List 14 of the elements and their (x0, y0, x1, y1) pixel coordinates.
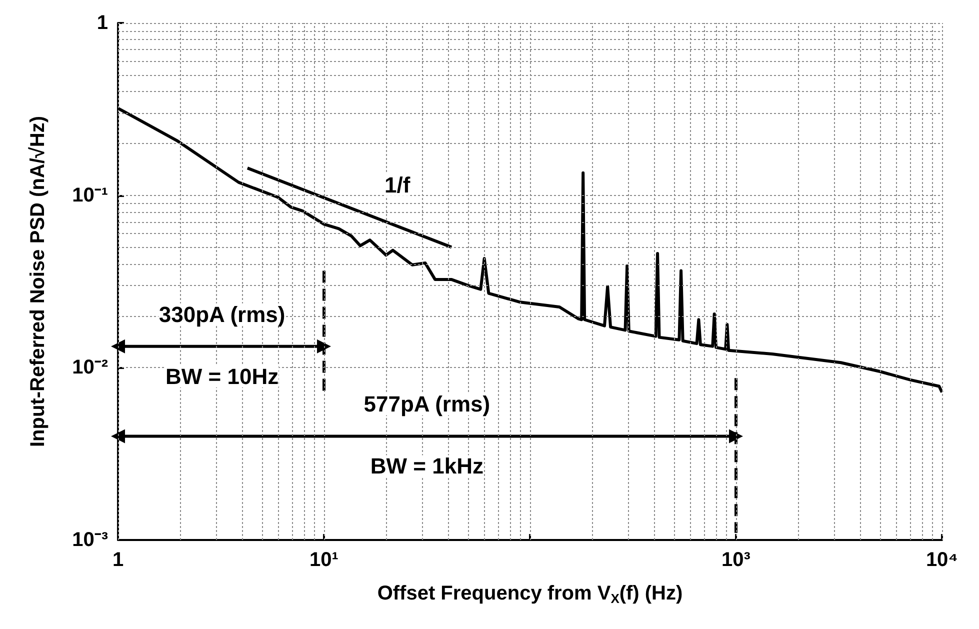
annotation: BW = 1kHz (370, 454, 484, 479)
annotation: 330pA (rms) (158, 302, 286, 327)
annotation: 1/f (384, 172, 411, 198)
x-tick-label: 10³ (722, 549, 751, 571)
x-tick-label: 10⁴ (926, 549, 958, 571)
annotation: BW = 10Hz (166, 364, 279, 389)
y-tick-label: 1 (96, 12, 108, 34)
x-tick-label: 1 (112, 549, 124, 571)
y-axis-title: Input-Referred Noise PSD (nA/√Hz) (27, 116, 49, 447)
y-tick-label: 10⁻² (72, 356, 108, 379)
annotation: 577pA (rms) (364, 392, 490, 417)
x-tick-label: 10¹ (310, 549, 339, 571)
y-tick-label: 10⁻¹ (72, 184, 108, 206)
y-tick-label: 10⁻³ (72, 529, 108, 551)
